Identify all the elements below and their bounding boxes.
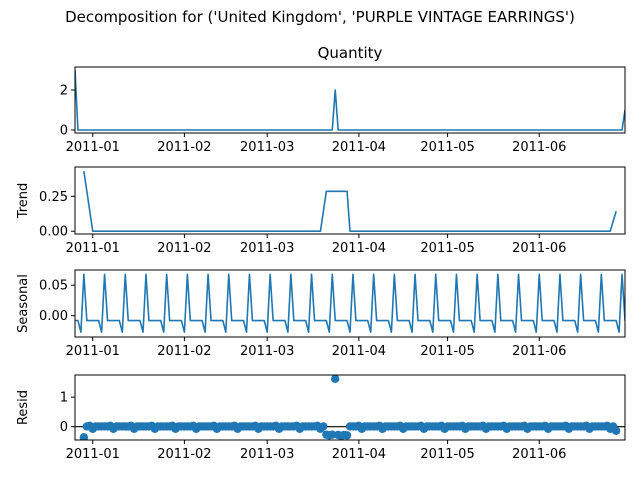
xtick-label: 2011-01 [66,241,120,256]
xtick-label: 2011-02 [157,344,211,359]
axes-frame-resid [74,374,626,441]
panel-resid: Resid 0 1 2011-01 2011-02 2011-03 2011-04 2011-… [16,374,626,462]
ytick-label: 0.05 [39,279,68,294]
figure-suptitle: Decomposition for ('United Kingdom', 'PU… [65,8,575,26]
series-line-seasonal [75,273,625,333]
panel-trend: Trend 0.00 0.25 2011-01 2011-02 2011-03 2011-0… [16,166,626,256]
plot-area-seasonal [75,273,625,333]
ytick-label: 0.25 [39,190,68,205]
xtick-label: 2011-03 [240,140,294,155]
series-line-observed [75,69,625,131]
xtick-label: 2011-06 [512,447,566,462]
plot-area-observed [75,69,625,131]
resid-point [79,433,89,440]
ytick-label: 2 [60,84,68,99]
xtick-label: 2011-04 [332,140,386,155]
ylabel-seasonal: Seasonal [16,274,31,333]
plot-area-trend [83,171,617,233]
xtick-label: 2011-04 [332,447,386,462]
xtick-label: 2011-06 [512,140,566,155]
resid-point [319,422,328,431]
xtick-label: 2011-02 [157,241,211,256]
xtick-label: 2011-01 [66,447,120,462]
xtick-label: 2011-06 [512,344,566,359]
xtick-label: 2011-01 [66,344,120,359]
xtick-label: 2011-05 [420,344,474,359]
xtick-label: 2011-06 [512,241,566,256]
panel-title-observed: Quantity [318,44,383,62]
xtick-label: 2011-04 [332,241,386,256]
ytick-label: 0 [60,124,68,139]
series-line-trend [83,171,617,233]
ytick-label: 0.00 [39,225,68,240]
ytick-label: 0 [60,420,68,435]
xtick-label: 2011-02 [157,447,211,462]
plot-area-resid [75,375,625,440]
xtick-label: 2011-05 [420,447,474,462]
axes-frame-seasonal [74,269,626,338]
xtick-label: 2011-04 [332,344,386,359]
axes-frame-observed [74,66,626,134]
ylabel-resid: Resid [16,390,31,425]
resid-point [331,375,340,384]
xtick-label: 2011-03 [240,344,294,359]
xtick-label: 2011-02 [157,140,211,155]
xtick-label: 2011-03 [240,447,294,462]
axes-frame-trend [74,166,626,235]
xtick-label: 2011-05 [420,241,474,256]
panels-group: Quantity 0 2 2011-01 2011-02 2011-03 2011-04 20… [16,44,626,462]
resid-point [328,430,337,439]
ylabel-trend: Trend [16,183,31,220]
ytick-label: 0.00 [39,309,68,324]
panel-seasonal: Seasonal 0.00 0.05 2011-01 2011-02 2011-03 201… [16,269,626,359]
xtick-label: 2011-05 [420,140,474,155]
resid-point [611,426,621,436]
ytick-label: 1 [60,391,68,406]
panel-observed: Quantity 0 2 2011-01 2011-02 2011-03 2011-04 20… [60,44,626,155]
xtick-label: 2011-01 [66,140,120,155]
xtick-label: 2011-03 [240,241,294,256]
resid-point [342,431,352,440]
